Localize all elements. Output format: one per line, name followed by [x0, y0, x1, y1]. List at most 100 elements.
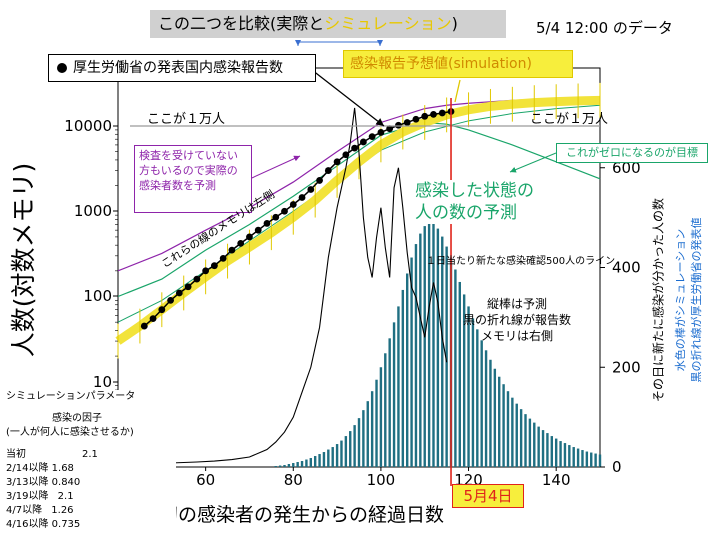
- sim-daily-bar: [287, 464, 291, 467]
- y-left-tick-label: 10000: [64, 117, 112, 135]
- sim-daily-bar: [528, 418, 532, 467]
- params-factor-title: 感染の因子: [52, 413, 102, 424]
- params-row-value: 2.1: [57, 491, 74, 502]
- sim-daily-bar: [550, 436, 554, 467]
- reported-point: [202, 267, 210, 275]
- sim-daily-bar: [344, 436, 348, 467]
- sim-daily-bar: [327, 449, 330, 467]
- sim-daily-bar: [296, 462, 299, 467]
- sim-daily-bar: [585, 451, 589, 467]
- y-right-note-1: 水色の棒がシミュレーション: [674, 228, 687, 372]
- sim-daily-bar: [331, 447, 334, 467]
- sim-daily-bar: [441, 236, 444, 467]
- reported-point: [158, 306, 166, 314]
- ten-thousand-label-right: ここが１万人: [530, 112, 609, 127]
- untested-note-text: 検査を受けていない方もいるので実際の感染者数を予測: [139, 149, 238, 192]
- sim-daily-bar: [340, 440, 343, 467]
- goal-arrow: [509, 152, 557, 173]
- bars-note-line1: 縦棒は予測: [486, 297, 547, 311]
- params-row-value: 2.1: [82, 449, 98, 460]
- reported-point: [193, 275, 201, 283]
- goal-note: これがゼロになるのが目標: [556, 143, 708, 163]
- sim-daily-bar: [524, 414, 527, 467]
- sim-daily-bar: [414, 244, 418, 467]
- legend-reported: 厚生労働省の発表国内感染報告数: [48, 54, 316, 82]
- sim-daily-bar: [388, 338, 391, 467]
- y-left-tick-label: 100: [83, 287, 112, 305]
- untested-arrow: [242, 155, 301, 183]
- reported-point: [412, 115, 420, 123]
- sim-daily-bar: [436, 228, 440, 467]
- params-row-label: 2/14以降: [6, 463, 49, 474]
- params-row: 4/7以降 1.26: [6, 504, 176, 518]
- sim-daily-bar: [300, 461, 304, 467]
- sim-daily-bar: [392, 322, 396, 467]
- reported-point: [167, 297, 174, 304]
- reported-point: [403, 119, 411, 126]
- infected-state-note: 感染した状態の人の数の予測: [415, 180, 545, 224]
- reported-point: [228, 246, 236, 254]
- reported-point: [351, 144, 359, 152]
- reported-point: [307, 186, 315, 193]
- y-left-tick-label: 1000: [74, 202, 112, 220]
- params-row: 4/16以降 0.735: [6, 518, 176, 532]
- reported-point: [368, 133, 376, 141]
- sim-params-panel: シミュレーションパラメータ 感染の因子 (一人が何人に感染させるか) 当初 2.1…: [6, 390, 176, 532]
- params-title: シミュレーションパラメータ: [6, 391, 136, 402]
- params-row-value: 1.26: [51, 505, 74, 516]
- sim-daily-bar: [405, 273, 409, 467]
- sim-daily-bar: [594, 453, 597, 467]
- reported-point: [254, 226, 262, 234]
- reported-point: [211, 262, 218, 270]
- sim-daily-bar: [467, 306, 470, 467]
- reported-point: [272, 213, 280, 221]
- reported-point: [342, 151, 350, 159]
- legend-sim: 感染報告予想値(simulation): [343, 50, 573, 78]
- sim-daily-bar: [274, 466, 277, 467]
- today-marker-text: 5月4日: [463, 487, 513, 505]
- sim-daily-bar: [484, 350, 488, 467]
- sim-daily-bar: [581, 450, 584, 467]
- sim-daily-bar: [493, 368, 497, 467]
- bar-series: [274, 222, 602, 467]
- sim-daily-bar: [533, 422, 536, 467]
- compare-prefix: この二つを比較(実際と: [158, 14, 325, 33]
- reported-point: [333, 158, 341, 166]
- reported-point: [289, 201, 297, 208]
- reported-point: [359, 138, 367, 146]
- reported-point: [281, 207, 288, 215]
- reported-point: [263, 220, 271, 227]
- sim-daily-bar: [375, 379, 378, 467]
- plot-area: [117, 67, 601, 468]
- sim-daily-bar: [292, 463, 295, 467]
- sim-daily-bar: [476, 329, 479, 467]
- sim-daily-bar: [335, 444, 339, 467]
- reported-point: [140, 322, 148, 330]
- params-factor-desc: (一人が何人に感染させるか): [6, 427, 134, 438]
- today-marker: 5月4日: [452, 484, 524, 508]
- x-tick-label: 80: [284, 471, 303, 489]
- y-left-tick-label: 10: [93, 373, 112, 391]
- sim-daily-bar: [384, 353, 387, 467]
- sim-daily-bar: [511, 397, 514, 467]
- sim-daily-bar: [458, 281, 461, 467]
- sim-daily-bar: [454, 269, 457, 467]
- untested-note: 検査を受けていない方もいるので実際の感染者数を予測: [134, 145, 252, 213]
- sim-daily-bar: [590, 452, 593, 467]
- sim-daily-bar: [362, 410, 365, 467]
- reported-point: [438, 109, 446, 117]
- y-left-axis-title: 人数(対数メモリ): [9, 162, 38, 358]
- y-right-note-2: 黒の折れ線が厚生労働省の発表値: [690, 217, 703, 383]
- x-axis-title: 最初の感染者の発生からの経過日数: [140, 504, 445, 526]
- sim-daily-bar: [480, 340, 483, 467]
- sim-daily-bar: [502, 384, 505, 467]
- sim-daily-bar: [318, 454, 321, 467]
- reported-point: [184, 283, 192, 291]
- date-label: 5/4 12:00 のデータ: [536, 19, 673, 37]
- sim-daily-bar: [313, 456, 317, 467]
- annotation-lines: [130, 40, 600, 486]
- black-dot-icon: [57, 63, 67, 73]
- legend-reported-label: 厚生労働省の発表国内感染報告数: [73, 60, 283, 76]
- params-row: 3/13以降 0.840: [6, 476, 176, 490]
- y-right-tick-label: 400: [612, 259, 641, 277]
